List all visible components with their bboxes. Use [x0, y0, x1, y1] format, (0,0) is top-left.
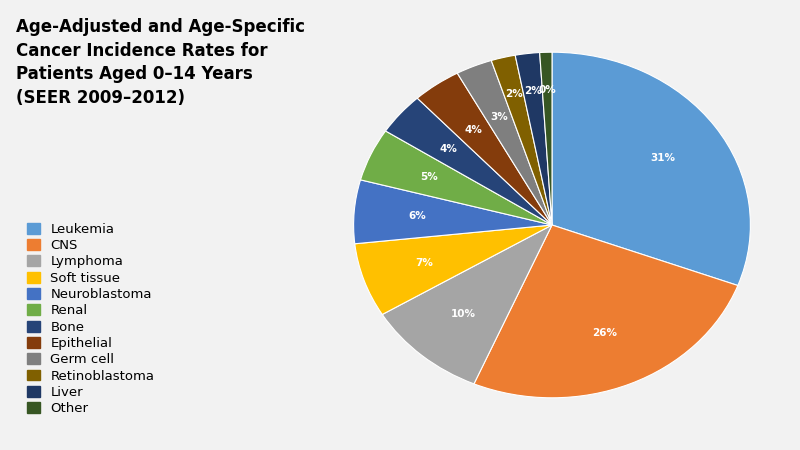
- Wedge shape: [418, 73, 552, 225]
- Text: 26%: 26%: [593, 328, 618, 338]
- Text: 6%: 6%: [409, 211, 426, 221]
- Wedge shape: [474, 225, 738, 398]
- Text: 2%: 2%: [524, 86, 542, 96]
- Text: 0%: 0%: [538, 86, 556, 95]
- Text: 31%: 31%: [650, 153, 675, 163]
- Wedge shape: [515, 53, 552, 225]
- Wedge shape: [354, 225, 552, 315]
- Text: 5%: 5%: [420, 172, 438, 182]
- Text: 7%: 7%: [415, 258, 433, 268]
- Text: 3%: 3%: [490, 112, 508, 122]
- Wedge shape: [491, 55, 552, 225]
- Wedge shape: [540, 52, 552, 225]
- Wedge shape: [386, 98, 552, 225]
- Text: 4%: 4%: [440, 144, 458, 154]
- Text: Age-Adjusted and Age-Specific
Cancer Incidence Rates for
Patients Aged 0–14 Year: Age-Adjusted and Age-Specific Cancer Inc…: [16, 18, 305, 107]
- Wedge shape: [458, 60, 552, 225]
- Legend: Leukemia, CNS, Lymphoma, Soft tissue, Neuroblastoma, Renal, Bone, Epithelial, Ge: Leukemia, CNS, Lymphoma, Soft tissue, Ne…: [26, 223, 154, 415]
- Text: 2%: 2%: [505, 90, 522, 99]
- Wedge shape: [382, 225, 552, 384]
- Wedge shape: [552, 52, 750, 285]
- Wedge shape: [354, 180, 552, 244]
- Wedge shape: [361, 131, 552, 225]
- Text: 4%: 4%: [465, 125, 482, 135]
- Text: 10%: 10%: [451, 309, 476, 319]
